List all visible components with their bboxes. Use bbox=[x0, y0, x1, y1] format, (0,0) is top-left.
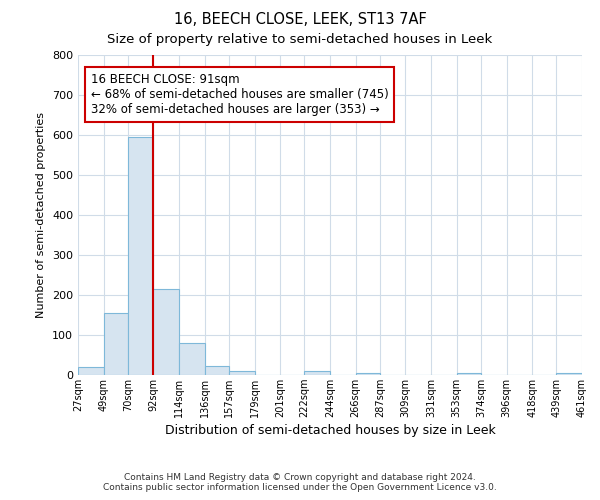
Text: Size of property relative to semi-detached houses in Leek: Size of property relative to semi-detach… bbox=[107, 32, 493, 46]
Bar bbox=[556, 373, 582, 375]
Text: 16 BEECH CLOSE: 91sqm
← 68% of semi-detached houses are smaller (745)
32% of sem: 16 BEECH CLOSE: 91sqm ← 68% of semi-deta… bbox=[91, 73, 389, 116]
X-axis label: Distribution of semi-detached houses by size in Leek: Distribution of semi-detached houses by … bbox=[164, 424, 496, 437]
Bar bbox=[154, 289, 179, 375]
Text: 16, BEECH CLOSE, LEEK, ST13 7AF: 16, BEECH CLOSE, LEEK, ST13 7AF bbox=[173, 12, 427, 28]
Bar bbox=[229, 371, 254, 375]
Bar bbox=[304, 371, 330, 375]
Bar bbox=[78, 367, 104, 375]
Bar bbox=[457, 373, 481, 375]
Text: Contains HM Land Registry data © Crown copyright and database right 2024.
Contai: Contains HM Land Registry data © Crown c… bbox=[103, 473, 497, 492]
Bar bbox=[104, 313, 128, 375]
Bar bbox=[356, 373, 380, 375]
Y-axis label: Number of semi-detached properties: Number of semi-detached properties bbox=[37, 112, 46, 318]
Bar bbox=[128, 137, 154, 375]
Bar bbox=[205, 366, 229, 375]
Bar bbox=[179, 343, 205, 375]
